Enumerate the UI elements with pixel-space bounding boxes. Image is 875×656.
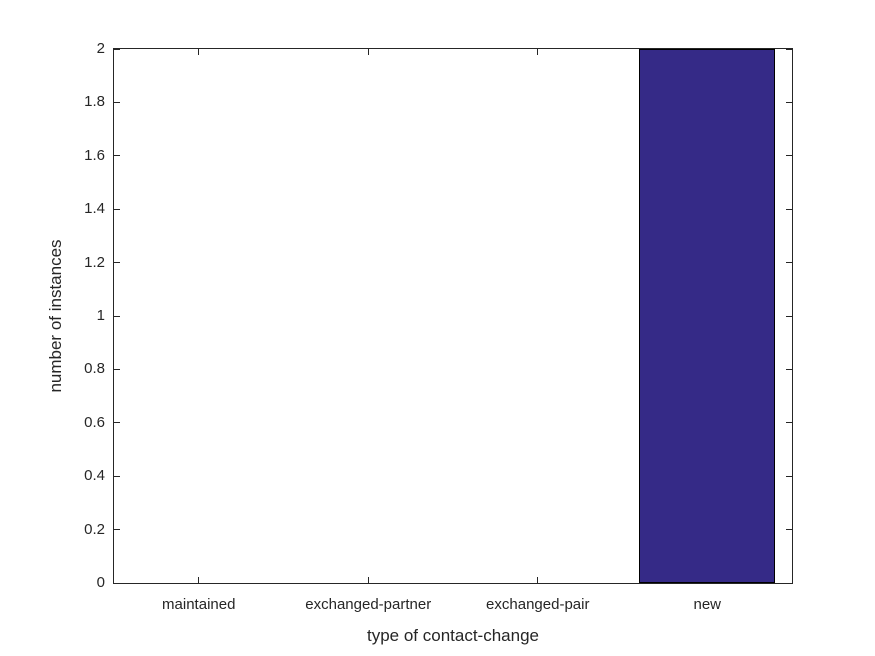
- x-tick-top: [537, 49, 539, 55]
- y-tick-label: 0.4: [84, 467, 105, 485]
- y-tick-right: [786, 101, 792, 103]
- x-tick-label: maintained: [162, 596, 236, 613]
- x-tick-label: new: [693, 596, 722, 613]
- y-tick-label: 1: [96, 307, 105, 324]
- y-tick-right: [786, 155, 792, 157]
- y-tick-left: [114, 475, 120, 477]
- y-tick-left: [114, 529, 120, 531]
- y-tick-left: [114, 582, 120, 584]
- x-tick-top: [367, 49, 369, 55]
- x-tick-bottom: [367, 577, 369, 583]
- y-tick-left: [114, 315, 120, 317]
- y-tick-label: 1.4: [84, 200, 105, 218]
- y-tick-right: [786, 529, 792, 531]
- y-tick-label: 2: [96, 40, 105, 57]
- y-tick-right: [786, 208, 792, 210]
- x-tick-bottom: [198, 577, 200, 583]
- bar-new: [639, 49, 776, 583]
- y-tick-left: [114, 208, 120, 210]
- x-tick-label: exchanged-pair: [486, 596, 590, 613]
- y-tick-right: [786, 48, 792, 50]
- plot-area: [113, 48, 793, 584]
- y-tick-label: 0.2: [84, 520, 105, 538]
- y-tick-label: 1.2: [84, 253, 105, 271]
- y-tick-label: 0.8: [84, 360, 105, 378]
- y-tick-right: [786, 422, 792, 424]
- y-tick-right: [786, 262, 792, 264]
- y-tick-left: [114, 48, 120, 50]
- y-tick-right: [786, 368, 792, 370]
- y-tick-left: [114, 155, 120, 157]
- y-tick-right: [786, 582, 792, 584]
- y-tick-left: [114, 368, 120, 370]
- y-tick-label: 0.6: [84, 413, 105, 431]
- y-tick-label: 0: [96, 574, 105, 591]
- y-tick-label: 1.8: [84, 93, 105, 111]
- x-axis-label: type of contact-change: [366, 626, 540, 645]
- y-tick-left: [114, 262, 120, 264]
- x-tick-bottom: [537, 577, 539, 583]
- y-tick-left: [114, 101, 120, 103]
- y-tick-label: 1.6: [84, 146, 105, 164]
- y-tick-left: [114, 422, 120, 424]
- y-tick-right: [786, 315, 792, 317]
- x-tick-top: [198, 49, 200, 55]
- y-tick-right: [786, 475, 792, 477]
- x-tick-label: exchanged-partner: [305, 596, 432, 613]
